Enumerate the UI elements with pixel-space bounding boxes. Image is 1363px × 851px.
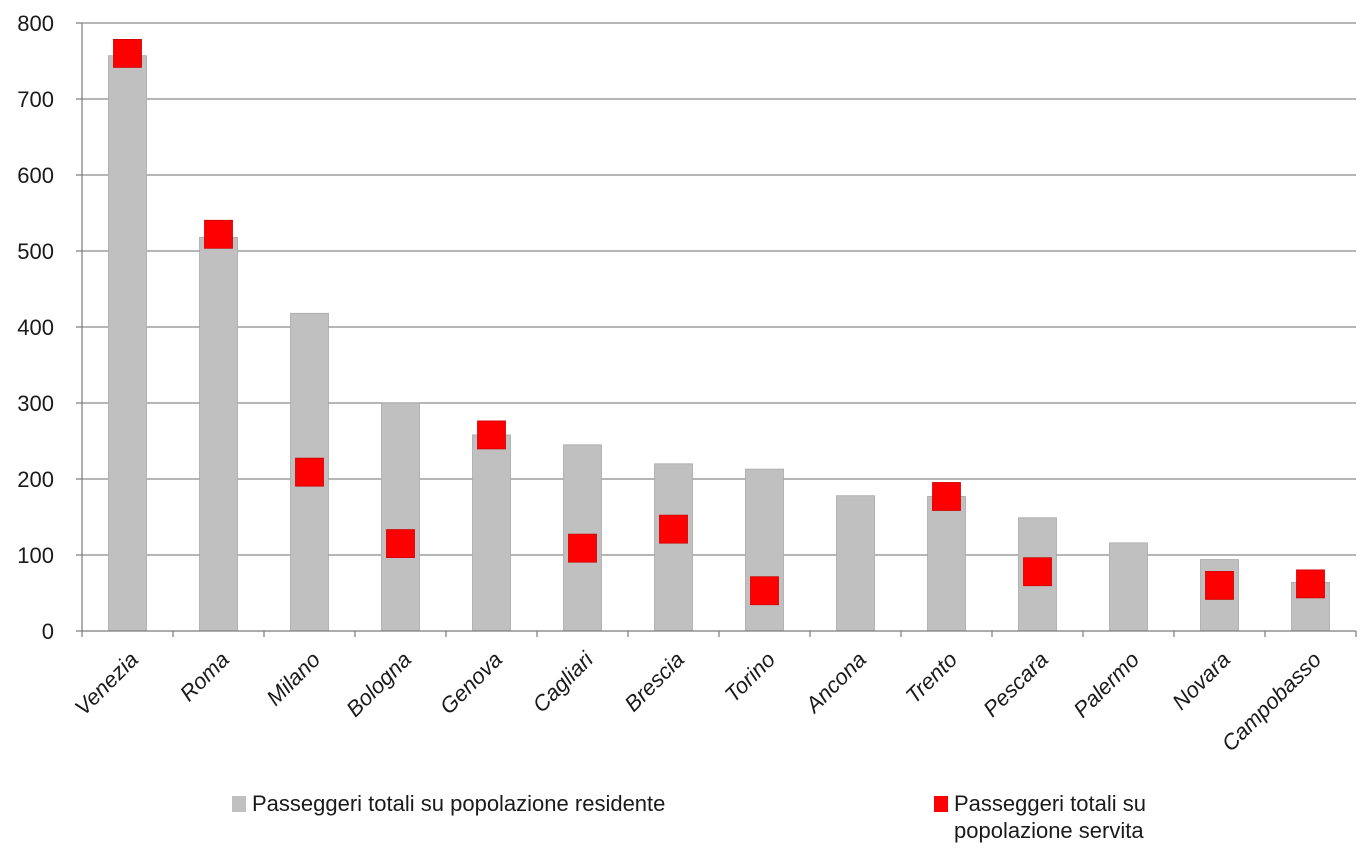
axes bbox=[76, 22, 1357, 637]
bar-series bbox=[108, 55, 1330, 632]
legend-swatch-servita bbox=[934, 796, 948, 812]
bar-roma bbox=[199, 236, 238, 632]
bar-trento bbox=[927, 496, 966, 632]
bar-genova bbox=[472, 434, 511, 632]
marker-trento bbox=[932, 482, 961, 511]
marker-novara bbox=[1205, 571, 1234, 600]
marker-series bbox=[113, 39, 1325, 606]
x-tick-label-ancona: Ancona bbox=[799, 647, 871, 719]
marker-brescia bbox=[659, 514, 688, 544]
y-tick-label: 600 bbox=[17, 163, 54, 188]
marker-torino bbox=[750, 576, 779, 606]
x-tick-label-milano: Milano bbox=[262, 647, 326, 711]
x-tick-label-pescara: Pescara bbox=[978, 647, 1053, 722]
y-tick-label: 100 bbox=[17, 543, 54, 568]
bar-torino bbox=[745, 468, 784, 632]
marker-campobasso bbox=[1296, 569, 1325, 599]
marker-cagliari bbox=[568, 533, 597, 563]
y-tick-label: 0 bbox=[42, 619, 54, 644]
y-tick-label: 700 bbox=[17, 87, 54, 112]
marker-venezia bbox=[113, 39, 142, 68]
marker-milano bbox=[295, 457, 324, 487]
bar-bologna bbox=[381, 402, 420, 632]
legend-label-servita: Passeggeri totali su popolazione servita bbox=[954, 790, 1146, 844]
y-tick-label: 200 bbox=[17, 467, 54, 492]
legend-label-servita-line2: popolazione servita bbox=[954, 818, 1144, 843]
x-tick-label-roma: Roma bbox=[175, 647, 234, 706]
bar-palermo bbox=[1109, 542, 1148, 632]
marker-genova bbox=[477, 420, 506, 450]
y-tick-label: 300 bbox=[17, 391, 54, 416]
x-tick-label-cagliari: Cagliari bbox=[528, 646, 599, 717]
marker-roma bbox=[204, 219, 233, 249]
x-tick-labels: Venezia Roma Milano Bologna Genova Cagliari Br… bbox=[70, 646, 1326, 756]
y-tick-label: 400 bbox=[17, 315, 54, 340]
x-tick-label-torino: Torino bbox=[720, 647, 780, 707]
x-tick-label-genova: Genova bbox=[435, 647, 507, 719]
gridlines bbox=[82, 22, 1356, 556]
bar-brescia bbox=[654, 463, 693, 632]
bar-venezia bbox=[108, 55, 147, 632]
x-tick-label-venezia: Venezia bbox=[70, 647, 143, 720]
legend-label-servita-line1: Passeggeri totali su bbox=[954, 791, 1146, 816]
y-tick-label: 500 bbox=[17, 239, 54, 264]
y-tick-label: 800 bbox=[17, 11, 54, 36]
bar-ancona bbox=[836, 495, 875, 632]
x-tick-label-bologna: Bologna bbox=[341, 647, 416, 722]
legend-label-residente: Passeggeri totali su popolazione residen… bbox=[252, 791, 666, 816]
legend-item-servita: Passeggeri totali su popolazione servita bbox=[934, 790, 1184, 844]
marker-pescara bbox=[1023, 557, 1052, 587]
x-tick-label-palermo: Palermo bbox=[1068, 647, 1144, 723]
y-tick-labels: 0 100 200 300 400 500 600 700 800 bbox=[17, 11, 54, 644]
legend-swatch-residente bbox=[232, 796, 246, 812]
x-tick-label-brescia: Brescia bbox=[619, 647, 689, 717]
legend-item-residente: Passeggeri totali su popolazione residen… bbox=[232, 790, 665, 817]
x-tick-label-novara: Novara bbox=[1167, 647, 1235, 715]
marker-bologna bbox=[386, 529, 415, 558]
x-tick-label-trento: Trento bbox=[901, 647, 962, 708]
